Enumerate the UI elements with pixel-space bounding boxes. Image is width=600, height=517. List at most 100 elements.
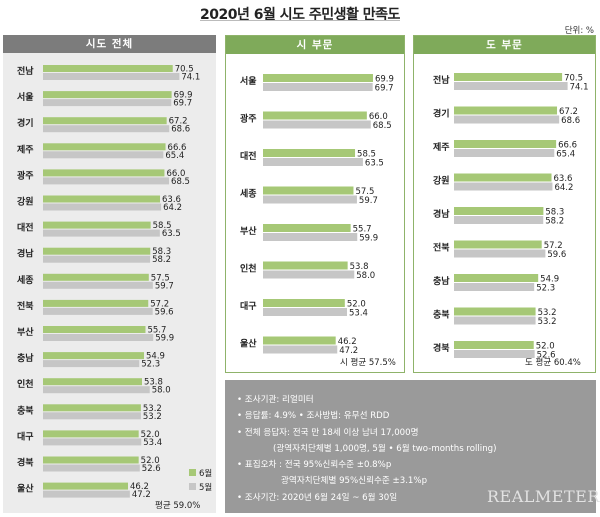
- value-label-june: 46.2: [338, 337, 357, 347]
- category-label: 광주: [240, 113, 257, 125]
- bar-may: [263, 308, 348, 316]
- value-label-may: 65.4: [165, 151, 184, 161]
- panel-all-regions-header: 시도 전체: [3, 35, 216, 53]
- category-label: 서울: [17, 91, 34, 103]
- category-label: 경북: [17, 457, 34, 469]
- value-label-june: 69.9: [375, 75, 394, 85]
- value-label-may: 63.5: [365, 159, 384, 169]
- value-label-june: 52.0: [347, 300, 366, 310]
- realmeter-logo: REALMETER: [487, 487, 600, 506]
- value-label-june: 57.2: [544, 241, 563, 251]
- value-label-may: 52.6: [537, 351, 556, 361]
- value-label-june: 46.2: [130, 482, 149, 492]
- value-label-june: 66.6: [558, 141, 577, 151]
- value-label-june: 54.9: [540, 275, 559, 285]
- bar-june: [263, 299, 345, 307]
- bar-june: [263, 186, 354, 195]
- bar-june: [454, 173, 552, 182]
- bar-june: [454, 341, 534, 349]
- chart-all-regions: 전남 70.574.1 서울 69.969.7 경기 67.268.6 제주 66.665.4…: [17, 65, 212, 501]
- value-label-may: 59.9: [155, 334, 174, 344]
- value-label-june: 53.2: [538, 308, 557, 318]
- category-label: 제주: [17, 143, 34, 155]
- bar-may: [263, 195, 357, 204]
- bar-may: [43, 438, 142, 446]
- category-label: 전남: [433, 74, 450, 86]
- bar-may: [43, 334, 154, 341]
- value-label-june: 58.5: [357, 150, 376, 160]
- category-label: 인천: [17, 379, 34, 390]
- value-label-june: 52.0: [536, 342, 555, 352]
- legend-swatch-june: [189, 469, 196, 476]
- bar-may: [454, 182, 553, 191]
- bar-june: [43, 143, 166, 151]
- note-agency: • 조사기관: 리얼미터: [237, 395, 314, 405]
- value-label-may: 58.2: [152, 255, 171, 265]
- value-label-may: 58.0: [152, 386, 171, 396]
- bar-june: [43, 456, 139, 464]
- bar-june: [454, 73, 563, 81]
- category-label: 울산: [17, 483, 34, 495]
- value-label-may: 69.7: [375, 84, 394, 94]
- bar-june: [454, 274, 539, 282]
- value-label-may: 47.2: [339, 346, 358, 356]
- bar-may: [263, 158, 363, 166]
- panel-all-regions: 시도 전체 전남 70.5 74.1 서울 69.9 69.7 경기 67.2 68.6 제주 66…: [3, 35, 216, 513]
- legend-label-june: 6월: [199, 468, 212, 479]
- value-label-june: 66.0: [166, 169, 185, 179]
- bar-may: [43, 229, 160, 237]
- bar-may: [43, 125, 170, 133]
- average-all-regions: 평균 59.0%: [155, 501, 201, 511]
- bar-june: [454, 307, 536, 316]
- value-label-june: 55.7: [353, 225, 372, 235]
- value-label-june: 57.5: [151, 273, 170, 283]
- category-label: 인천: [240, 264, 257, 275]
- value-label-june: 69.9: [174, 91, 193, 101]
- bar-may: [43, 281, 153, 289]
- value-label-may: 58.0: [356, 271, 375, 281]
- bar-may: [43, 464, 140, 472]
- value-label-may: 53.4: [143, 438, 162, 448]
- category-label: 광주: [17, 169, 34, 181]
- legend-swatch-may: [189, 483, 196, 490]
- value-label-may: 64.2: [554, 183, 573, 193]
- value-label-june: 67.2: [559, 107, 578, 117]
- value-label-june: 58.3: [545, 208, 564, 218]
- bar-may: [454, 283, 535, 291]
- value-label-june: 53.8: [144, 378, 163, 388]
- unit-label: 단위: %: [564, 26, 594, 36]
- bar-may: [263, 83, 373, 91]
- category-label: 전남: [17, 65, 34, 77]
- category-label: 대구: [240, 300, 257, 312]
- bar-june: [43, 65, 173, 72]
- value-label-may: 52.6: [142, 464, 161, 474]
- bar-june: [43, 430, 139, 438]
- value-label-may: 52.3: [536, 284, 555, 294]
- value-label-may: 64.2: [163, 203, 182, 213]
- value-label-may: 65.4: [556, 150, 575, 160]
- bar-may: [454, 249, 546, 258]
- value-label-may: 59.7: [155, 281, 174, 291]
- bar-june: [43, 221, 151, 229]
- value-label-may: 68.5: [373, 121, 392, 131]
- bar-june: [454, 207, 544, 215]
- value-label-june: 53.8: [350, 262, 369, 272]
- bar-june: [43, 378, 142, 386]
- category-label: 대구: [17, 430, 34, 442]
- bar-may: [263, 233, 358, 241]
- value-label-may: 53.4: [349, 309, 368, 319]
- bar-june: [43, 273, 149, 281]
- bar-may: [454, 316, 536, 325]
- bar-june: [43, 169, 165, 177]
- value-label-june: 55.7: [147, 326, 166, 336]
- bar-may: [454, 350, 535, 358]
- category-label: 경남: [433, 208, 450, 220]
- category-label: 전북: [17, 300, 34, 312]
- value-label-june: 52.0: [141, 430, 160, 440]
- value-label-june: 53.2: [143, 404, 162, 414]
- bar-may: [43, 490, 130, 498]
- category-label: 서울: [240, 75, 257, 87]
- category-label: 세종: [17, 274, 34, 286]
- value-label-june: 57.5: [355, 187, 374, 197]
- bar-may: [43, 255, 151, 263]
